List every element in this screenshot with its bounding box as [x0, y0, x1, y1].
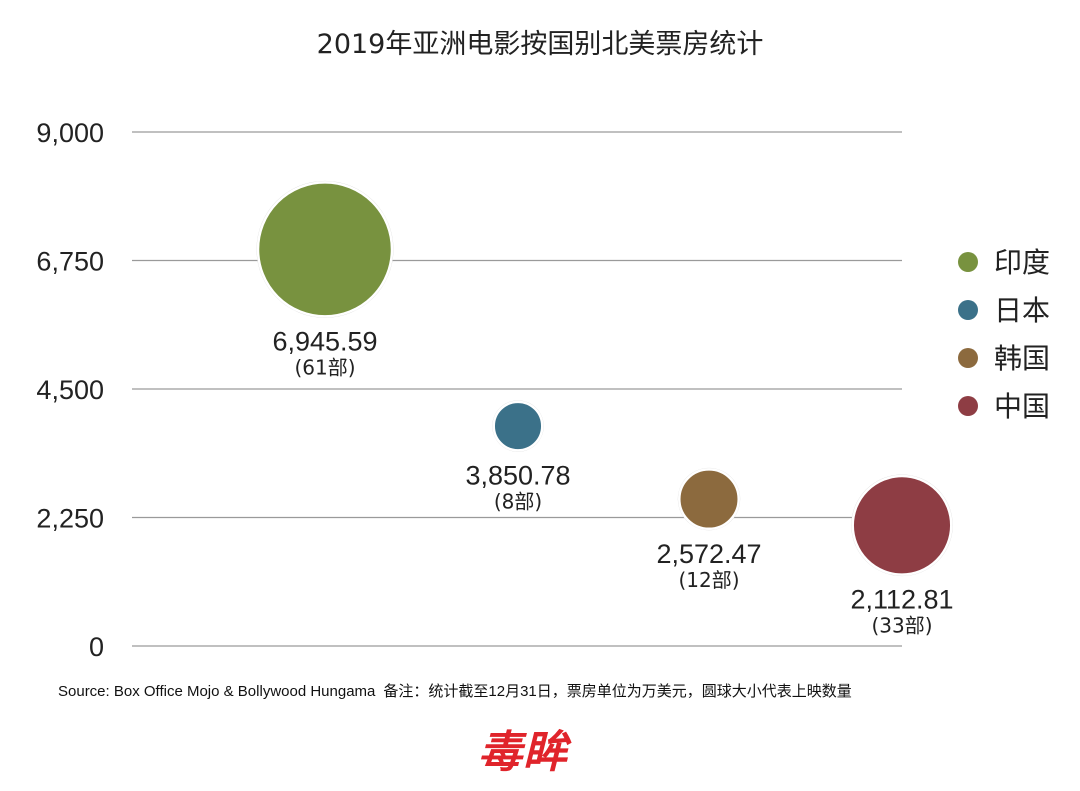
value-label: 3,850.78: [465, 460, 570, 490]
y-tick-label: 6,750: [36, 247, 104, 277]
bubble: [851, 474, 953, 576]
note-text: 备注：统计截至12月31日，票房单位为万美元，圆球大小代表上映数量: [383, 683, 852, 700]
y-tick-label: 2,250: [36, 504, 104, 534]
brand-logo: 毒眸: [478, 727, 568, 778]
legend-label: 韩国: [994, 342, 1050, 375]
y-axis-ticks: 0 2,250 4,500 6,750 9,000: [36, 118, 104, 662]
count-label: (61部): [294, 355, 355, 379]
y-tick-label: 4,500: [36, 375, 104, 405]
legend-label: 印度: [994, 246, 1050, 279]
chart-title: 2019年亚洲电影按国别北美票房统计: [316, 29, 764, 60]
legend-marker: [958, 252, 978, 272]
count-label: (12部): [678, 568, 739, 592]
y-tick-label: 9,000: [36, 118, 104, 148]
source-text: Source: Box Office Mojo & Bollywood Hung…: [58, 683, 376, 700]
y-tick-label: 0: [89, 632, 104, 662]
count-label: (33部): [871, 614, 932, 638]
count-label: (8部): [494, 489, 542, 513]
bubble: [256, 181, 394, 318]
source-note: Source: Box Office Mojo & Bollywood Hung…: [58, 680, 852, 701]
legend-label: 中国: [994, 390, 1050, 423]
legend-marker: [958, 396, 978, 416]
bubbles: [256, 180, 953, 577]
bubble: [492, 400, 544, 452]
value-label: 2,572.47: [656, 539, 761, 569]
legend-marker: [958, 300, 978, 320]
legend-marker: [958, 348, 978, 368]
bubble-labels: 6,945.59(61部) 3,850.78(8部) 2,572.47(12部) 2,…: [272, 326, 953, 637]
bubble: [678, 468, 740, 531]
value-label: 6,945.59: [272, 326, 377, 356]
legend-label: 日本: [994, 294, 1050, 327]
gridlines: [132, 131, 902, 647]
value-label: 2,112.81: [850, 585, 953, 615]
